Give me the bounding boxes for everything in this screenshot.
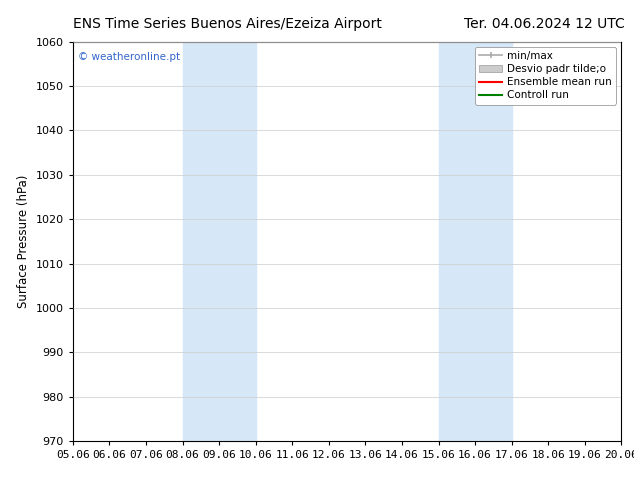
Bar: [183, 42, 256, 441]
Text: Ter. 04.06.2024 12 UTC: Ter. 04.06.2024 12 UTC: [463, 17, 624, 31]
Y-axis label: Surface Pressure (hPa): Surface Pressure (hPa): [17, 174, 30, 308]
Text: ENS Time Series Buenos Aires/Ezeiza Airport: ENS Time Series Buenos Aires/Ezeiza Airp…: [73, 17, 382, 31]
Bar: [439, 42, 512, 441]
Text: © weatheronline.pt: © weatheronline.pt: [79, 51, 181, 62]
Legend: min/max, Desvio padr tilde;o, Ensemble mean run, Controll run: min/max, Desvio padr tilde;o, Ensemble m…: [475, 47, 616, 104]
